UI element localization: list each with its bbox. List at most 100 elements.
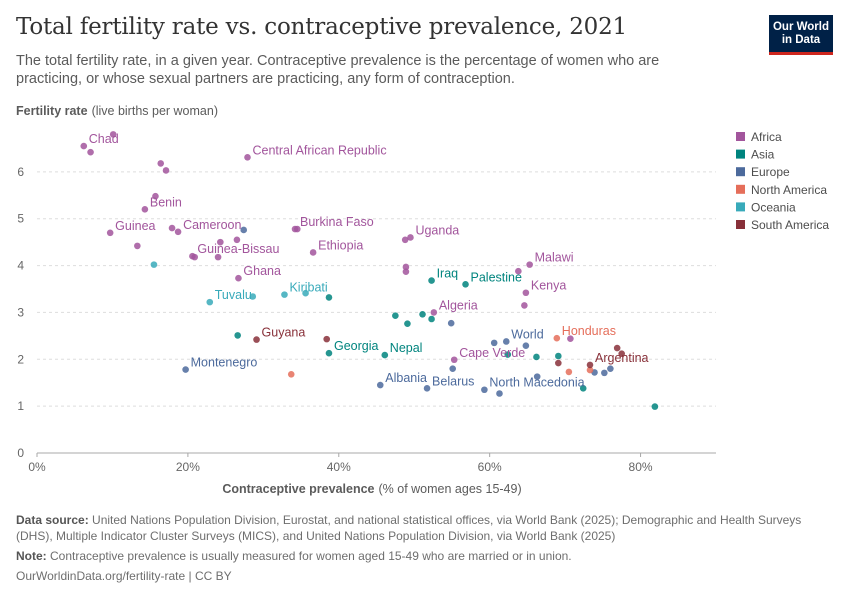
data-point [402,263,410,271]
chart-footer: Data source: United Nations Population D… [16,512,836,588]
point-label: Belarus [432,374,474,388]
x-tick-label: 40% [327,460,351,474]
owid-logo[interactable]: Our World in Data [769,15,833,55]
data-point [565,368,573,376]
data-point [567,335,574,342]
y-axis-ticks: 0 1 2 3 4 5 6 [17,165,24,460]
data-point [293,225,301,233]
data-point [168,224,176,232]
data-point [618,350,625,357]
point-label: Argentina [595,351,649,365]
legend-label: Africa [751,130,782,144]
data-point [526,261,533,268]
legend-swatch [736,184,745,194]
scatter-chart: Fertility rate (live births per woman) 0 1… [16,104,829,496]
data-point [152,192,159,200]
data-point [157,160,165,167]
data-point [309,249,317,256]
data-point [150,261,158,268]
data-point [174,228,182,236]
data-point [521,302,528,309]
note-line: Note: Contraceptive prevalence is usuall… [16,549,572,563]
data-point [182,366,189,373]
data-point [579,385,587,392]
data-point [428,277,435,284]
data-point [522,289,530,297]
point-label: Kiribati [289,281,327,295]
data-point [141,206,149,213]
chart-title: Total fertility rate vs. contraceptive p… [16,14,627,40]
point-label: Central African Republic [252,143,386,157]
point-label: Ethiopia [318,238,363,252]
data-point [490,339,498,347]
point-label: World [511,327,543,341]
y-axis-title: Fertility rate (live births per woman) [16,104,218,118]
point-label: Iraq [437,267,459,281]
legend-label: Europe [751,165,790,179]
point-label: Palestine [471,270,522,284]
source-text: United Nations Population Division, Euro… [16,513,802,543]
data-point [233,236,241,244]
data-point [651,403,659,410]
data-point [462,281,469,288]
data-point [502,338,510,345]
y-tick-label: 0 [17,446,24,460]
y-tick-label: 2 [17,352,24,366]
legend-swatch [736,167,745,177]
data-point [450,356,458,364]
data-points [80,131,659,410]
y-tick-label: 3 [17,305,24,319]
point-label: Benin [150,195,182,209]
data-point [325,294,333,301]
logo-line-2: in Data [781,33,821,46]
point-label: Honduras [562,324,616,338]
point-label: Uganda [415,223,459,237]
point-label: Guinea [115,219,155,233]
data-point [234,332,241,339]
x-tick-label: 80% [629,460,653,474]
point-label: Guinea-Bissau [197,242,279,256]
data-point [235,274,242,282]
data-point [191,253,198,261]
data-point [253,336,260,343]
legend-swatch [736,220,745,229]
data-point [504,351,512,358]
legend-swatch [736,132,745,141]
point-label: North Macedonia [489,376,584,390]
data-point [325,349,333,357]
data-point [106,229,114,237]
x-tick-label: 20% [176,460,200,474]
data-point [407,234,414,241]
point-label: Cape Verde [459,346,525,360]
data-point [586,366,594,374]
data-point [402,268,410,275]
data-point [428,315,435,323]
source-line: Data source: United Nations Population D… [16,513,802,543]
data-point [249,293,257,300]
data-point [80,142,88,150]
data-point [533,373,541,380]
data-point [134,242,141,250]
data-point [87,148,94,156]
point-label: Montenegro [191,356,258,370]
data-point [449,365,456,372]
data-point [381,351,389,359]
x-axis-title: Contraceptive prevalence (% of women ages… [222,482,521,496]
point-label: Malawi [535,251,574,265]
point-label: Ghana [243,264,281,278]
y-tick-label: 6 [17,165,24,179]
data-point [240,226,248,234]
data-point [281,291,288,298]
point-label: Nepal [390,341,423,355]
data-point [522,342,530,349]
legend-swatch [736,202,745,212]
data-point [607,365,614,372]
data-point [376,381,384,389]
logo-line-1: Our World [772,20,829,33]
credit-link[interactable]: OurWorldinData.org/fertility-rate | CC B… [16,569,232,583]
legend: Africa Asia Europe North America Oceania Sout… [736,130,829,232]
grid-lines [37,171,716,454]
point-label: Guyana [262,326,306,340]
legend-label: Asia [751,148,775,162]
point-label: Chad [89,132,119,146]
